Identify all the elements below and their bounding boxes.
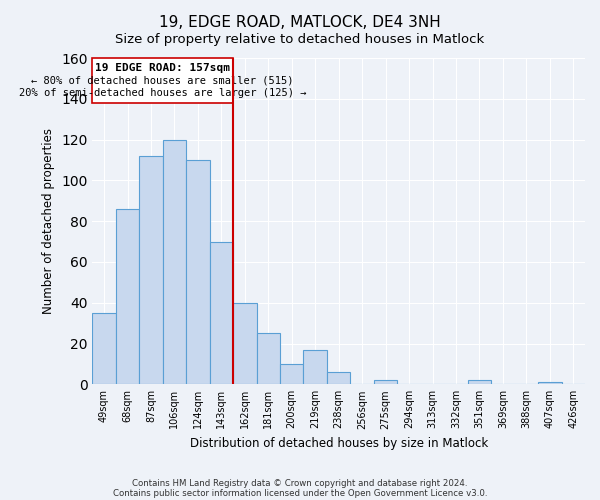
Bar — [280, 364, 304, 384]
FancyBboxPatch shape — [92, 58, 233, 103]
Bar — [233, 302, 257, 384]
Text: ← 80% of detached houses are smaller (515): ← 80% of detached houses are smaller (51… — [31, 76, 294, 86]
Text: 19 EDGE ROAD: 157sqm: 19 EDGE ROAD: 157sqm — [95, 63, 230, 73]
Bar — [467, 380, 491, 384]
Bar — [374, 380, 397, 384]
Bar — [304, 350, 327, 384]
Bar — [163, 140, 186, 384]
Text: 19, EDGE ROAD, MATLOCK, DE4 3NH: 19, EDGE ROAD, MATLOCK, DE4 3NH — [159, 15, 441, 30]
Text: Contains public sector information licensed under the Open Government Licence v3: Contains public sector information licen… — [113, 488, 487, 498]
Bar — [538, 382, 562, 384]
Text: 20% of semi-detached houses are larger (125) →: 20% of semi-detached houses are larger (… — [19, 88, 307, 98]
Y-axis label: Number of detached properties: Number of detached properties — [43, 128, 55, 314]
Text: Size of property relative to detached houses in Matlock: Size of property relative to detached ho… — [115, 32, 485, 46]
Bar — [257, 334, 280, 384]
Bar — [327, 372, 350, 384]
Bar — [116, 209, 139, 384]
Text: Contains HM Land Registry data © Crown copyright and database right 2024.: Contains HM Land Registry data © Crown c… — [132, 478, 468, 488]
Bar — [92, 313, 116, 384]
Bar — [186, 160, 209, 384]
Bar — [209, 242, 233, 384]
Bar — [139, 156, 163, 384]
X-axis label: Distribution of detached houses by size in Matlock: Distribution of detached houses by size … — [190, 437, 488, 450]
